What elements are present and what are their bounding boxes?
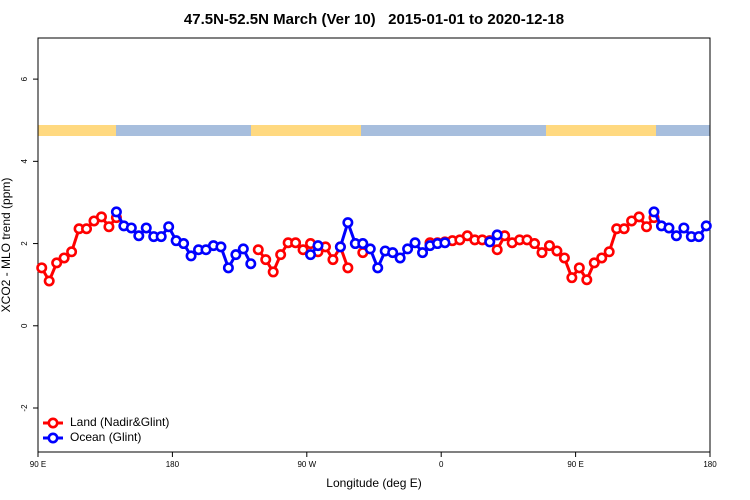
x-axis-label: Longitude (deg E) bbox=[326, 476, 421, 490]
land-ocean-strip bbox=[38, 125, 710, 136]
data-point bbox=[290, 237, 302, 249]
data-point bbox=[260, 254, 272, 266]
data-point bbox=[648, 206, 660, 218]
y-axis-label: XCO2 - MLO trend (ppm) bbox=[0, 178, 13, 313]
data-point bbox=[603, 246, 615, 258]
data-point bbox=[566, 272, 578, 284]
x-tick-label: 90 W bbox=[297, 460, 316, 469]
data-point bbox=[529, 238, 541, 250]
data-point bbox=[364, 243, 376, 255]
x-tick-label: 90 E bbox=[567, 460, 583, 469]
data-point bbox=[95, 211, 107, 223]
data-point bbox=[409, 237, 421, 249]
data-point bbox=[222, 262, 234, 274]
data-point bbox=[267, 266, 279, 278]
data-point bbox=[596, 252, 608, 264]
data-point bbox=[155, 231, 167, 243]
data-point bbox=[618, 223, 630, 235]
data-point bbox=[125, 222, 137, 234]
x-tick-label: 90 E bbox=[30, 460, 46, 469]
plot-frame bbox=[37, 37, 711, 453]
legend-label: Ocean (Glint) bbox=[70, 430, 141, 444]
data-point bbox=[581, 274, 593, 286]
data-point bbox=[245, 258, 257, 270]
chart-title: 47.5N-52.5N March (Ver 10) 2015-01-01 to… bbox=[184, 11, 564, 28]
data-point bbox=[133, 230, 145, 242]
data-point bbox=[342, 217, 354, 229]
y-tick-label: 4 bbox=[20, 159, 29, 164]
data-point bbox=[402, 243, 414, 255]
data-point bbox=[417, 247, 429, 259]
data-point bbox=[215, 241, 227, 253]
data-point bbox=[491, 229, 503, 241]
data-point bbox=[110, 206, 122, 218]
legend-label: Land (Nadir&Glint) bbox=[70, 415, 169, 429]
x-tick-label: 180 bbox=[703, 460, 717, 469]
data-point bbox=[693, 231, 705, 243]
data-point bbox=[230, 249, 242, 261]
data-point bbox=[163, 221, 175, 233]
data-point bbox=[670, 230, 682, 242]
data-point bbox=[491, 244, 503, 256]
data-point bbox=[297, 244, 309, 256]
data-point bbox=[178, 238, 190, 250]
data-point bbox=[387, 247, 399, 259]
data-point bbox=[558, 252, 570, 264]
data-point bbox=[252, 244, 264, 256]
x-tick-label: 180 bbox=[166, 460, 180, 469]
data-point bbox=[536, 247, 548, 259]
data-point bbox=[140, 222, 152, 234]
legend-symbol bbox=[47, 417, 59, 429]
data-point bbox=[678, 222, 690, 234]
data-point bbox=[372, 262, 384, 274]
data-point bbox=[700, 220, 712, 232]
data-point bbox=[394, 252, 406, 264]
data-point bbox=[439, 237, 451, 249]
y-tick-label: -2 bbox=[20, 404, 29, 412]
data-point bbox=[641, 221, 653, 233]
data-point bbox=[36, 262, 48, 274]
y-tick-label: 2 bbox=[20, 241, 29, 246]
data-point bbox=[484, 236, 496, 248]
data-point bbox=[51, 257, 63, 269]
y-tick-label: 6 bbox=[20, 76, 29, 81]
data-point bbox=[81, 223, 93, 235]
data-point bbox=[551, 245, 563, 257]
data-point bbox=[66, 246, 78, 258]
data-point bbox=[185, 250, 197, 262]
data-point bbox=[588, 257, 600, 269]
data-point bbox=[543, 240, 555, 252]
data-point bbox=[327, 254, 339, 266]
data-point bbox=[357, 238, 369, 250]
data-point bbox=[58, 252, 70, 264]
data-point bbox=[342, 262, 354, 274]
data-point bbox=[43, 275, 55, 287]
data-point bbox=[275, 249, 287, 261]
x-tick-label: 0 bbox=[439, 460, 444, 469]
data-point bbox=[305, 249, 317, 261]
data-point bbox=[573, 262, 585, 274]
data-point bbox=[103, 221, 115, 233]
data-point bbox=[237, 243, 249, 255]
data-point bbox=[334, 241, 346, 253]
data-point bbox=[633, 211, 645, 223]
data-point bbox=[312, 240, 324, 252]
legend-symbol bbox=[47, 432, 59, 444]
data-point bbox=[663, 222, 675, 234]
y-tick-label: 0 bbox=[20, 323, 29, 328]
